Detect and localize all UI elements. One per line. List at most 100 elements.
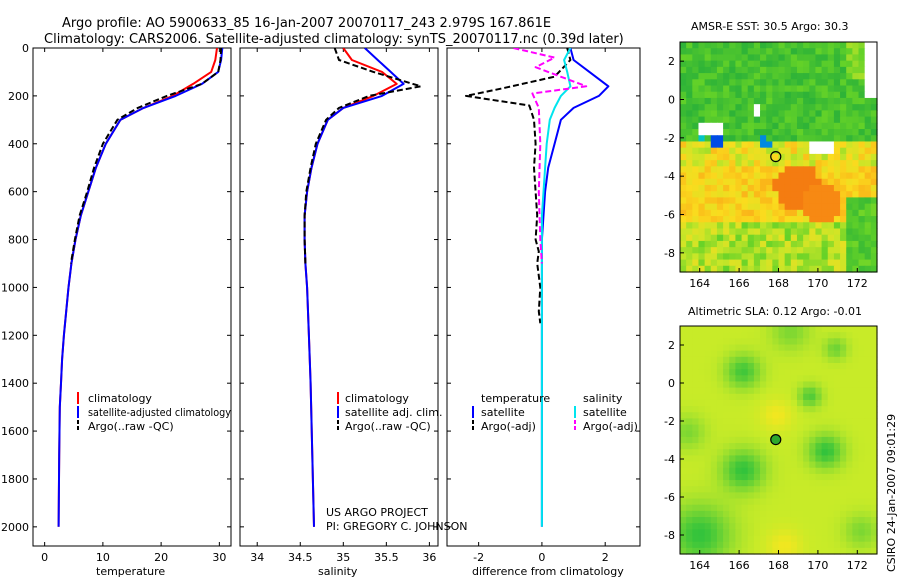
map-cell	[858, 375, 866, 383]
map-cell	[840, 253, 847, 261]
map-cell	[747, 547, 755, 555]
map-cell	[716, 209, 724, 217]
map-cell	[809, 486, 817, 493]
map-cell	[858, 253, 866, 261]
map-cell	[870, 449, 878, 456]
map-cell	[753, 393, 761, 401]
map-cell	[704, 473, 712, 481]
map-cell	[809, 216, 817, 223]
map-cell	[698, 54, 706, 62]
map-cell	[790, 104, 798, 111]
map-cell	[821, 381, 829, 389]
map-cell	[858, 443, 866, 450]
map-cell	[852, 166, 860, 174]
map-cell	[741, 547, 749, 555]
map-cell	[753, 135, 761, 143]
map-cell	[790, 467, 798, 475]
map-cell	[729, 203, 737, 211]
map-cell	[803, 430, 810, 438]
map-cell	[692, 265, 700, 273]
map-cell	[729, 412, 737, 420]
figure-title-line2: Climatology: CARS2006. Satellite-adjuste…	[44, 32, 624, 47]
map-cell	[753, 110, 761, 118]
map-cell	[870, 209, 878, 217]
map-cell	[864, 387, 872, 395]
map-cell	[766, 184, 773, 192]
map-cell	[846, 461, 853, 469]
map-cell	[710, 147, 718, 155]
map-cell	[772, 153, 780, 161]
map-cell	[680, 85, 687, 93]
map-cell	[784, 247, 792, 254]
map-cell	[747, 122, 755, 130]
map-cell	[729, 455, 737, 463]
map-cell	[858, 356, 866, 364]
map-cell	[846, 375, 853, 383]
map-cell	[704, 135, 712, 143]
map-cell	[686, 492, 693, 500]
map-cell	[710, 338, 718, 346]
map-cell	[735, 375, 743, 383]
map-cell	[729, 240, 737, 248]
map-cell	[846, 234, 853, 242]
map-cell	[870, 529, 878, 537]
map-cell	[821, 184, 829, 192]
map-cell	[815, 209, 823, 217]
map-cell	[809, 104, 817, 111]
map-cell	[735, 436, 743, 444]
map-cell	[815, 247, 823, 254]
map-cell	[710, 160, 718, 167]
map-cell	[852, 504, 860, 512]
map-cell	[784, 510, 792, 518]
map-cell	[796, 247, 804, 254]
map-cell	[760, 369, 767, 376]
map-cell	[778, 498, 786, 506]
map-cell	[753, 259, 761, 267]
map-cell	[790, 529, 798, 537]
map-cell	[846, 141, 853, 149]
map-cell	[864, 529, 872, 537]
map-cell	[778, 79, 786, 87]
map-cell	[735, 228, 743, 236]
map-cell	[747, 197, 755, 205]
map-cell	[796, 498, 804, 506]
map-cell	[760, 166, 767, 174]
map-cell	[815, 461, 823, 469]
map-cell	[760, 523, 767, 530]
map-cell	[870, 332, 878, 339]
map-cell	[833, 480, 841, 487]
map-cell	[784, 399, 792, 407]
series-line-climatology	[57, 48, 218, 527]
map-cell	[778, 141, 786, 149]
map-cell	[753, 387, 761, 395]
map-cell	[686, 85, 693, 93]
map-cell	[704, 129, 712, 136]
map-cell	[809, 332, 817, 339]
sla-map: 164 166 168 170 172-8-6-4-202	[664, 326, 878, 572]
map-cell	[803, 259, 810, 267]
map-cell	[821, 375, 829, 383]
map-cell	[870, 399, 878, 407]
map-cell	[686, 436, 693, 444]
map-cell	[747, 48, 755, 56]
map-cell	[790, 166, 798, 174]
map-cell	[833, 122, 841, 130]
map-cell	[864, 265, 872, 273]
map-cell	[772, 222, 780, 230]
map-cell	[698, 344, 706, 352]
map-cell	[784, 473, 792, 481]
map-cell	[796, 406, 804, 413]
map-cell	[735, 541, 743, 549]
map-cell	[686, 259, 693, 267]
map-cell	[784, 547, 792, 555]
map-cell	[698, 222, 706, 230]
map-cell	[698, 517, 706, 524]
map-cell	[809, 393, 817, 401]
map-cell	[692, 129, 700, 136]
map-cell	[846, 216, 853, 223]
map-cell	[698, 381, 706, 389]
map-cell	[704, 381, 712, 389]
map-cell	[790, 253, 798, 261]
map-cell	[704, 326, 712, 333]
map-cell	[704, 178, 712, 186]
